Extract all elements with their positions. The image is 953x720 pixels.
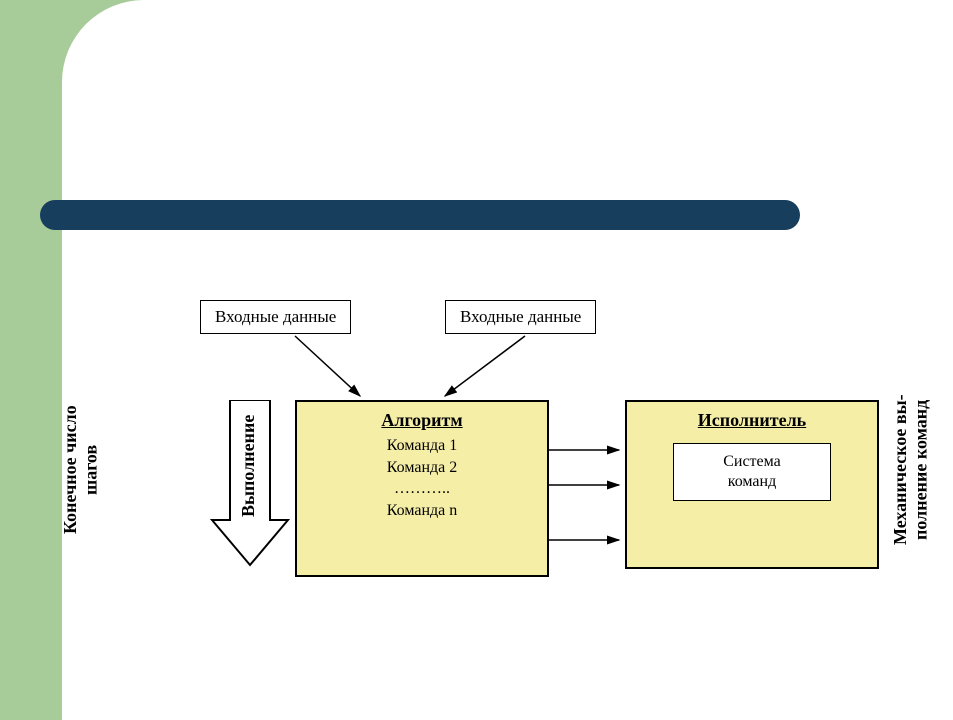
arrows-algo-to-executor: [547, 400, 627, 570]
executor-box: Исполнитель Системакоманд: [625, 400, 879, 569]
execution-arrow-label: Выполнение: [238, 408, 259, 523]
algorithm-cmd-2: Команда 2: [297, 457, 547, 479]
algorithm-cmd-ellipsis: ………..: [297, 478, 547, 500]
background-green-strip: [0, 0, 62, 720]
execution-arrow-text: Выполнение: [238, 414, 258, 516]
system-commands-label: Системакоманд: [723, 453, 781, 490]
executor-title: Исполнитель: [627, 410, 877, 431]
algorithm-cmd-n: Команда n: [297, 500, 547, 522]
flowchart-diagram: Конечное числошагов Механическое вы-полн…: [115, 300, 915, 620]
label-left-line1: Конечное числошагов: [60, 406, 101, 535]
system-commands-box: Системакоманд: [673, 443, 831, 501]
algorithm-box: Алгоритм Команда 1 Команда 2 ……….. Коман…: [295, 400, 549, 577]
algorithm-title: Алгоритм: [297, 410, 547, 431]
background-corner-curve: [62, 0, 226, 164]
decor-blue-bar: [40, 200, 800, 230]
label-left-vertical: Конечное числошагов: [60, 375, 101, 565]
algorithm-cmd-1: Команда 1: [297, 435, 547, 457]
